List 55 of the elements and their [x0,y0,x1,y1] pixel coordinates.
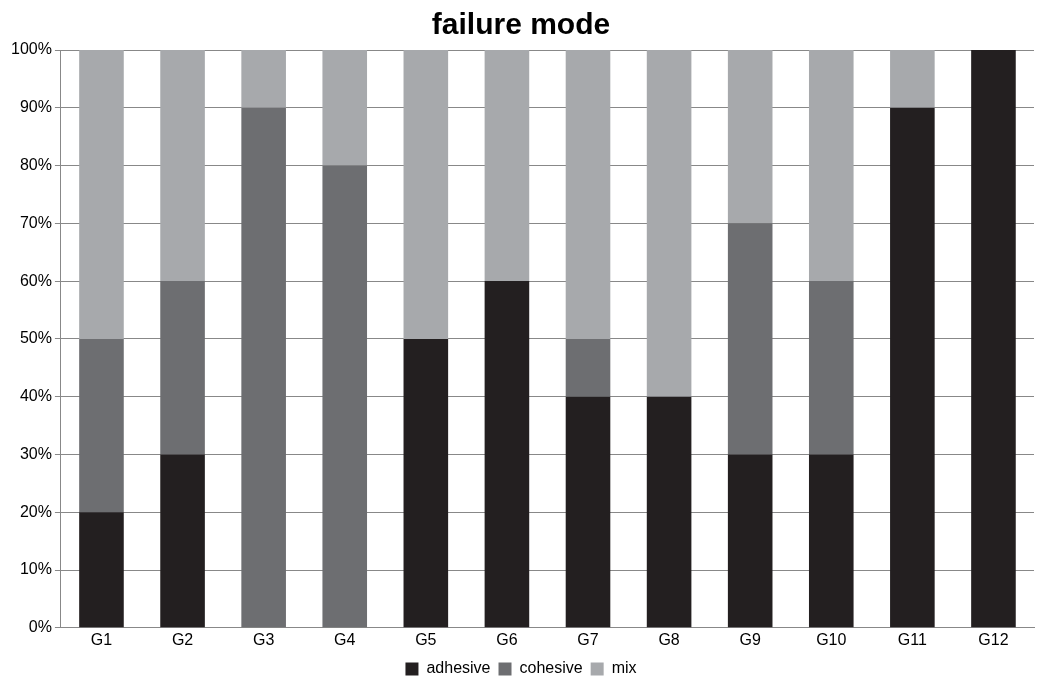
bar [79,512,124,628]
bar [565,396,611,628]
bar [808,281,854,455]
y-tick-label: 50% [19,329,52,347]
bar [160,454,205,628]
y-tick-label: 30% [19,444,52,462]
x-tick-label: G6 [496,630,518,648]
bar [727,454,773,628]
x-tick-label: G3 [252,630,275,648]
bar [484,281,530,628]
bar [890,107,935,628]
y-tick-label: 60% [19,271,52,289]
legend-label: mix [611,659,637,677]
x-tick-label: G9 [739,630,761,648]
y-tick-label: 40% [19,387,52,405]
bar [241,50,286,108]
x-tick-label: G5 [415,630,437,648]
y-tick-label: 10% [19,560,52,578]
bar [241,107,286,628]
bar [160,50,205,282]
bar [890,50,935,108]
y-tick-label: 100% [11,40,52,58]
legend-label: cohesive [519,659,583,677]
bar [971,50,1016,628]
bar [808,454,854,628]
bar [403,50,449,339]
x-tick-label: G2 [171,630,194,648]
y-tick-label: 20% [19,502,52,520]
y-tick-label: 80% [19,155,52,173]
x-tick-label: G12 [978,630,1009,648]
bar [727,50,773,224]
bar [160,281,205,455]
bar [484,50,530,282]
x-tick-label: G1 [90,630,113,648]
bar [646,50,692,397]
y-tick-label: 90% [19,98,52,116]
y-tick-label: 0% [28,618,52,636]
bar [322,50,368,166]
bar [79,338,124,513]
y-tick-label: 70% [19,213,52,231]
bar [79,50,124,339]
bar [646,396,692,628]
bar [727,223,773,455]
legend-label: adhesive [426,659,491,677]
x-tick-label: G8 [658,630,680,648]
bar [565,50,611,339]
bar [808,50,854,282]
bar [403,338,449,628]
bar [322,165,368,628]
x-tick-label: G4 [334,630,356,648]
x-tick-label: G11 [897,630,927,648]
x-tick-label: G10 [816,630,847,648]
bar [565,338,611,397]
chart-title: failure mode [431,7,611,41]
x-tick-label: G7 [577,630,599,648]
